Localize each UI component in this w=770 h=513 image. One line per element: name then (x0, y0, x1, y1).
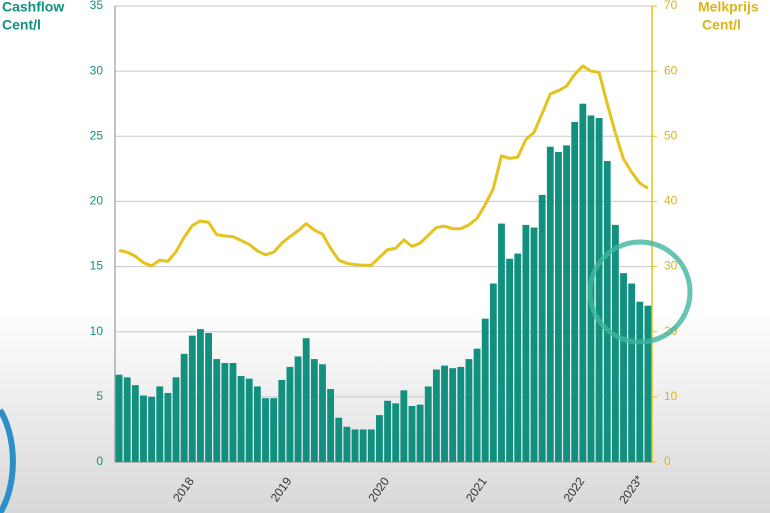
bar (343, 426, 351, 462)
bar (294, 356, 302, 462)
bar (286, 366, 294, 462)
y2-tick-label: 70 (664, 0, 678, 12)
bar (278, 379, 286, 462)
bar (302, 338, 310, 462)
bar (441, 365, 448, 462)
bar (611, 224, 619, 462)
y2-tick-label: 10 (664, 389, 678, 403)
bar (115, 374, 123, 462)
bar (327, 389, 335, 462)
y-tick-label: 15 (90, 259, 104, 273)
y2-tick-label: 30 (664, 259, 678, 273)
bar (563, 145, 570, 463)
y-tick-label: 35 (90, 0, 104, 12)
y2-tick-label: 0 (664, 454, 671, 468)
bar (473, 348, 481, 462)
bar (123, 377, 131, 462)
bar (628, 283, 636, 462)
y-tick-label: 5 (96, 389, 103, 403)
bar (156, 386, 164, 462)
bar (522, 224, 530, 462)
y-tick-label: 0 (96, 454, 103, 468)
bar (595, 118, 603, 462)
bar (140, 395, 147, 462)
bar (221, 362, 229, 462)
y-tick-label: 10 (90, 324, 104, 338)
bar (376, 415, 383, 462)
bar (335, 417, 343, 462)
highlight-circle (587, 239, 693, 345)
bar (197, 329, 204, 462)
line (118, 64, 649, 268)
y-tick-label: 20 (90, 194, 104, 208)
bar (172, 377, 180, 462)
decoration-arc (0, 408, 16, 513)
bar (270, 398, 278, 462)
bar (188, 335, 196, 462)
bar (408, 405, 416, 462)
bar (530, 227, 538, 462)
bar (310, 359, 318, 462)
bar (229, 362, 237, 462)
bar (571, 121, 579, 462)
bar (359, 429, 367, 462)
bar (213, 359, 221, 462)
bar (262, 398, 269, 462)
bar (457, 366, 465, 462)
bar (367, 429, 375, 462)
bar (506, 258, 514, 462)
bar (131, 385, 139, 462)
bar (253, 386, 261, 462)
y2-tick-label: 40 (664, 194, 678, 208)
bar (384, 400, 391, 462)
y2-axis-title: Cent/l (702, 17, 741, 33)
bar (620, 273, 627, 462)
y2-tick-label: 60 (664, 63, 678, 77)
bar (498, 223, 505, 462)
bar (514, 253, 522, 462)
y-tick-label: 25 (90, 128, 104, 142)
y2-tick-label: 50 (664, 128, 678, 142)
bar (400, 390, 408, 462)
bar (164, 392, 172, 462)
bar (180, 353, 188, 462)
bar (432, 369, 440, 462)
bar (579, 103, 587, 462)
bar (319, 364, 326, 462)
bar (636, 301, 644, 462)
y-tick-label: 30 (90, 63, 104, 77)
bar (538, 194, 546, 462)
bar (424, 386, 432, 462)
bar (351, 429, 359, 462)
bar (603, 161, 611, 463)
bar (644, 305, 652, 462)
bar (449, 368, 457, 462)
bar (392, 403, 400, 462)
y-axis-title: Cent/l (2, 17, 41, 33)
bar (465, 359, 473, 462)
y2-axis-title: Melkprijs (698, 0, 759, 15)
bar (481, 318, 489, 462)
bar (416, 404, 424, 462)
bar (489, 283, 497, 462)
bar (546, 146, 554, 463)
bar (148, 396, 156, 462)
bar (237, 376, 245, 462)
bar (245, 378, 253, 462)
bar (205, 333, 212, 462)
bar (555, 151, 562, 463)
y-axis-title: Cashflow (2, 0, 64, 15)
